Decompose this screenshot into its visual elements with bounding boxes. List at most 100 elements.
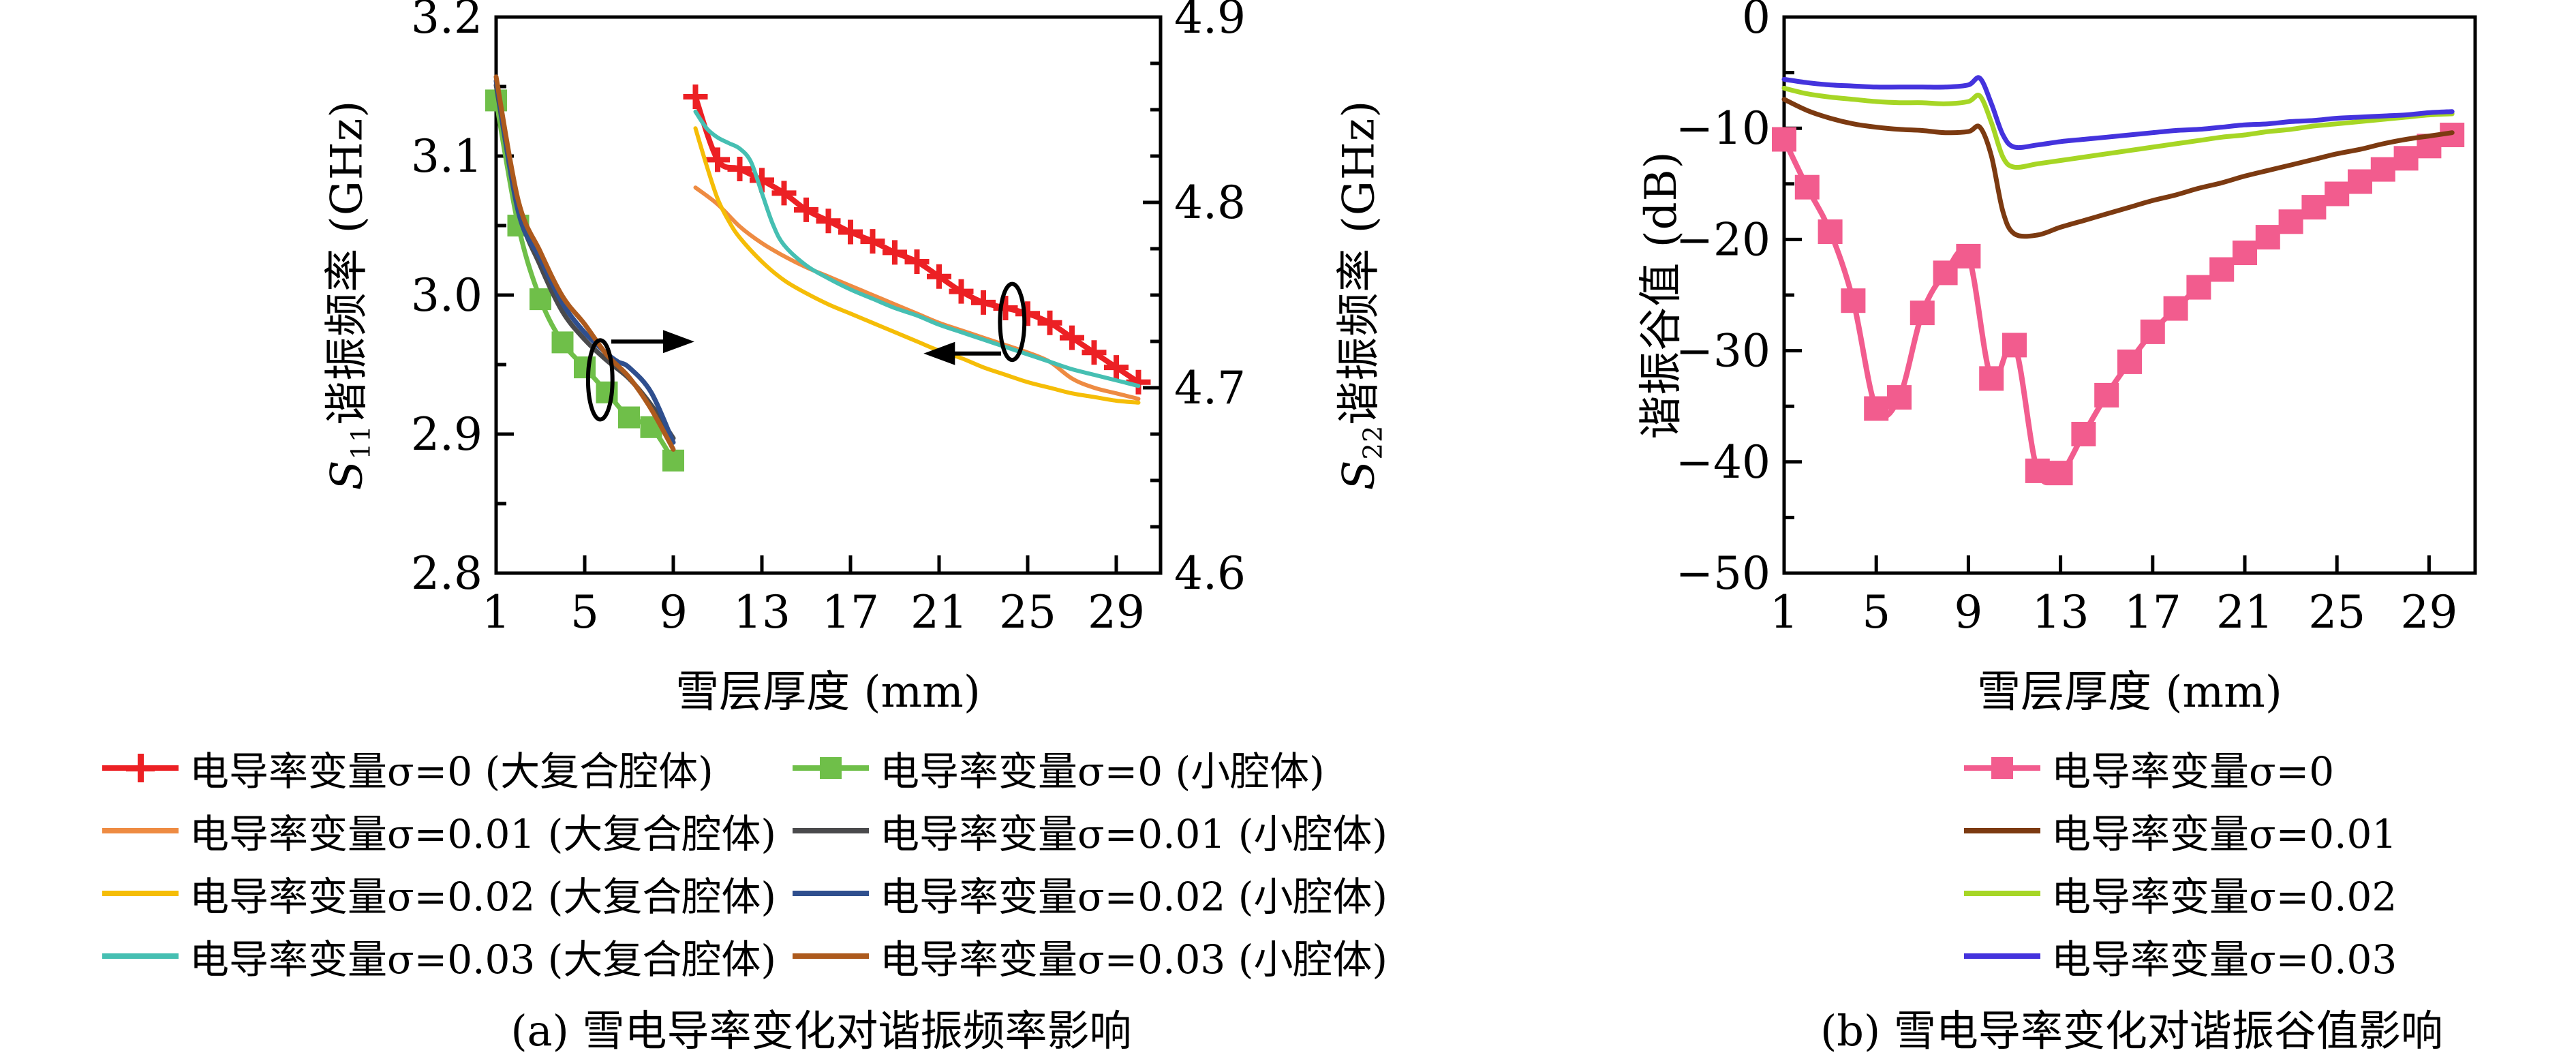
square-marker-icon: [2255, 225, 2280, 250]
plus-marker-icon: [860, 229, 885, 254]
square-marker-icon: [596, 381, 618, 403]
y-tick-label: −30: [1676, 325, 1770, 378]
series-line-7: [493, 74, 676, 452]
axis-title-text: 谐振频率 (GHz): [1334, 99, 1385, 425]
series-line-6: [493, 78, 676, 445]
y-tick-label: 3.0: [411, 269, 482, 322]
legend-label: 电导率变量σ=0 (小腔体): [880, 748, 1325, 795]
y-tick-label: 3.2: [411, 0, 482, 44]
legend-label: 电导率变量σ=0: [2051, 748, 2335, 795]
legend-label: 电导率变量σ=0.02 (小腔体): [880, 874, 1388, 920]
y-tick-label: 4.7: [1174, 362, 1246, 414]
axis-title-text: 谐振频率 (GHz): [322, 99, 373, 425]
plus-marker-icon: [883, 240, 907, 265]
s-parameter-symbol: S: [1334, 459, 1385, 491]
x-tick-label: 1: [482, 586, 510, 639]
chart-a-legend-column-2: 电导率变量σ=0 (小腔体) 电导率变量σ=0.01 (小腔体) 电导率变量σ=…: [793, 737, 1387, 987]
legend-line-swatch: [102, 753, 179, 783]
plus-marker-icon: [1015, 301, 1040, 326]
series-line-4: [493, 97, 676, 463]
square-marker-icon: [1794, 174, 1820, 200]
square-marker-icon: [1933, 260, 1958, 286]
square-marker-icon: [1841, 288, 1866, 313]
chart-b-x-axis-title: 雪层厚度 (mm): [1977, 667, 2282, 718]
y-tick-label: 3.1: [411, 130, 482, 183]
square-marker-icon: [2186, 275, 2211, 300]
series-line-3: [693, 109, 1141, 388]
legend-label: 电导率变量σ=0.02: [2051, 874, 2397, 920]
legend-item: 电导率变量σ=0.02 (小腔体): [793, 862, 1387, 925]
plus-marker-icon: [1060, 325, 1084, 350]
square-marker-icon: [551, 331, 574, 354]
legend-item: 电导率变量σ=0.02: [1964, 862, 2397, 925]
caption-a: (a) 雪电导率变化对谐振频率影响: [510, 1006, 1132, 1056]
y-tick-label: 4.6: [1174, 547, 1246, 600]
y-tick-label: −20: [1676, 213, 1770, 266]
legend-line-swatch: [793, 816, 869, 846]
square-marker-icon: [1979, 366, 2004, 391]
caption-b: (b) 雪电导率变化对谐振谷值影响: [1820, 1006, 2443, 1056]
x-tick-label: 13: [733, 586, 791, 639]
legend-line-swatch: [1964, 941, 2040, 971]
square-marker-icon: [1772, 127, 1796, 152]
square-marker-icon: [2393, 146, 2419, 171]
square-marker-icon: [2163, 296, 2188, 321]
y-tick-label: 2.8: [411, 547, 482, 600]
legend-item: 电导率变量σ=0.01 (大复合腔体): [102, 799, 776, 862]
square-marker-icon: [2348, 169, 2372, 194]
legend-item: 电导率变量σ=0.03 (大复合腔体): [102, 925, 776, 987]
legend-line-swatch: [102, 878, 179, 908]
legend-item: 电导率变量σ=0.02 (大复合腔体): [102, 862, 776, 925]
legend-label: 电导率变量σ=0.03 (小腔体): [880, 936, 1388, 983]
square-marker-icon: [2094, 382, 2119, 408]
legend-label: 电导率变量σ=0.01: [2051, 811, 2397, 857]
plus-marker-icon: [1104, 355, 1129, 380]
square-marker-icon: [2071, 422, 2096, 446]
x-tick-label: 9: [1954, 586, 1982, 639]
legend-line-swatch: [1964, 753, 2040, 783]
legend-item: 电导率变量σ=0.01 (小腔体): [793, 799, 1387, 862]
square-marker-icon: [2233, 241, 2257, 265]
x-tick-label: 25: [999, 586, 1056, 639]
annotation-arrowhead: [923, 341, 955, 365]
legend-item: 电导率变量σ=0: [1964, 737, 2397, 799]
legend-line-swatch: [793, 941, 869, 971]
legend-label: 电导率变量σ=0.01 (小腔体): [880, 811, 1388, 857]
y-tick-label: −50: [1676, 547, 1770, 600]
legend-line-swatch: [1964, 816, 2040, 846]
plus-marker-icon: [993, 296, 1018, 320]
chart-b-y-axis-title: 谐振谷值 (dB): [1636, 151, 1687, 440]
square-marker-icon: [1887, 385, 1912, 410]
square-marker-icon: [2025, 458, 2050, 483]
plus-marker-icon: [683, 85, 708, 109]
plus-marker-icon: [816, 209, 841, 234]
legend-item: 电导率变量σ=0.01: [1964, 799, 2397, 862]
plus-marker-icon: [971, 290, 996, 315]
legend-line-swatch: [102, 816, 179, 846]
legend-label: 电导率变量σ=0.01 (大复合腔体): [189, 811, 777, 857]
plot-border: [494, 15, 1163, 575]
legend-line-swatch: [1964, 878, 2040, 908]
square-marker-icon: [662, 449, 684, 472]
x-tick-label: 21: [2216, 586, 2273, 639]
legend-label: 电导率变量σ=0.02 (大复合腔体): [189, 874, 777, 920]
plus-marker-icon: [705, 147, 730, 172]
square-marker-icon: [618, 406, 640, 429]
y-tick-label: 4.9: [1174, 0, 1246, 44]
legend-label: 电导率变量σ=0 (大复合腔体): [189, 748, 714, 795]
square-marker-icon: [1991, 757, 2013, 779]
square-marker-icon: [1864, 396, 1889, 421]
square-marker-icon: [2002, 333, 2027, 358]
plus-marker-icon: [1037, 310, 1062, 335]
y-tick-label: 2.9: [411, 408, 482, 461]
square-marker-icon: [2301, 195, 2327, 220]
x-tick-label: 17: [822, 586, 879, 639]
square-marker-icon: [2209, 257, 2235, 282]
square-marker-icon: [530, 288, 551, 311]
legend-line-swatch: [793, 878, 869, 908]
square-marker-icon: [2370, 157, 2395, 182]
x-tick-label: 29: [1088, 586, 1145, 639]
s-parameter-subscript: 11: [346, 425, 377, 460]
legend-label: 电导率变量σ=0.03 (大复合腔体): [189, 936, 777, 983]
